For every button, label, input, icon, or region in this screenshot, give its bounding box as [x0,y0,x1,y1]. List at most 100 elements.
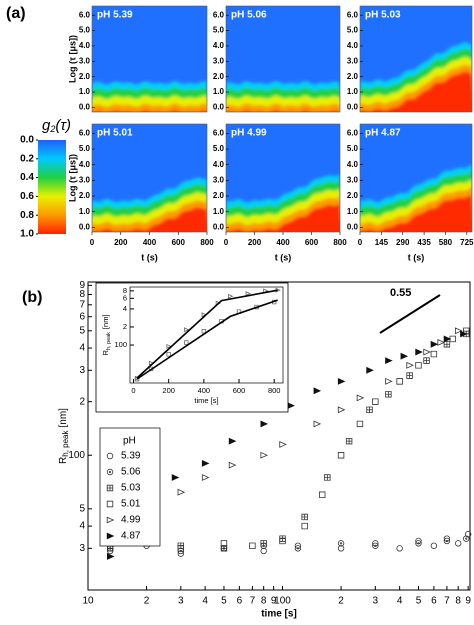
heatmap-field [92,81,207,112]
x-tick-label: 7 [444,596,450,607]
heatmap-title: pH 4.99 [231,128,267,139]
y-axis-label-unit: [nm] [101,314,110,329]
x-tick-label: 8 [455,596,461,607]
x-tick-label: 600 [305,238,319,247]
marker [337,406,346,414]
y-tick-label: 2 [79,396,85,407]
x-tick-label: 8 [261,596,267,607]
heatmap-title: pH 5.06 [231,10,267,21]
marker [396,378,403,385]
x-tick-label: 6 [237,596,243,607]
heatmap-title: pH 5.03 [365,10,401,21]
colorbar-tick-label: 0.0 [20,135,34,146]
x-axis-label: t (s) [408,252,425,262]
marker [415,540,422,547]
x-tick-label: 4 [202,596,208,607]
x-tick-label: 0 [358,238,363,247]
marker [460,330,468,338]
colorbar [38,140,66,234]
x-tick-label: 0 [224,238,229,247]
marker [201,474,210,481]
marker [249,542,256,549]
y-tick-label: 0.0 [79,222,91,231]
y-tick-label: 1.0 [347,87,359,96]
y-tick-label: 2.0 [213,72,225,81]
heatmap-title: pH 5.39 [97,10,133,21]
y-tick-label: 5.0 [213,144,225,153]
y-tick-label: 5 [79,325,85,336]
marker [279,441,287,448]
y-tick-label: 5.0 [79,144,91,153]
heatmap [92,124,207,232]
marker [106,452,114,460]
y-tick-label: 6.0 [347,129,359,138]
y-tick-label: 4 [79,521,85,532]
marker [260,420,268,428]
x-axis-label: t (s) [275,252,292,262]
marker [356,394,365,402]
marker [313,387,322,395]
marker [294,542,302,549]
colorbar-tick-label: 0.6 [20,191,34,202]
y-tick-label: 1.0 [213,207,225,216]
y-tick-label: 2.0 [347,72,359,81]
y-tick-label: 5.0 [347,26,359,35]
x-axis-label: t (s) [141,252,158,262]
marker [406,372,413,379]
marker [301,522,308,530]
y-axis-label: Rh, peak[nm] [58,408,70,464]
marker [106,468,114,476]
marker [260,540,267,547]
y-tick-label: 0.0 [79,103,91,112]
y-tick-label: 0.0 [213,222,225,231]
x-tick-label: 100 [274,596,291,607]
y-axis-label: Log (τ [μs]) [67,35,77,83]
colorbar-title: g2(τ) [42,117,71,134]
y-tick-label: 0.0 [347,103,359,112]
marker [423,357,430,364]
x-tick-label: 200 [162,386,175,395]
x-tick-label: 145 [375,238,389,247]
marker [385,357,393,365]
marker [430,350,438,358]
heatmap [226,6,340,112]
x-tick-label: 2 [144,596,150,607]
marker [463,535,470,542]
x-tick-label: 3 [178,596,184,607]
y-tick-label: 0.0 [347,222,359,231]
y-tick-label: 5.0 [213,26,225,35]
x-tick-label: 290 [396,238,410,247]
y-tick-label: 4 [79,343,85,354]
y-tick-label: 6.0 [213,10,225,19]
marker [454,540,462,547]
heatmap [360,6,472,112]
marker [260,547,267,555]
y-tick-label: 3.0 [213,175,225,184]
x-tick-label: 600 [172,238,186,247]
y-tick-label: 4 [123,304,127,313]
marker [313,420,322,428]
heatmap [226,124,340,232]
x-tick-label: 400 [276,238,290,247]
heatmap-frame [225,5,341,113]
marker [260,451,268,459]
y-tick-label: 4.0 [79,160,91,169]
slope-line [379,294,441,334]
marker [184,327,190,333]
marker [228,461,237,469]
y-tick-label: 5 [79,503,85,514]
legend-label: 5.39 [121,451,141,462]
marker [279,535,286,542]
marker [372,542,379,549]
marker [366,406,373,413]
x-tick-label: 200 [114,238,128,247]
legend-label: 5.03 [121,483,141,494]
heatmap-field [92,177,207,232]
panel-label: (a) [6,5,26,22]
heatmap-field [360,164,472,232]
marker [415,348,423,356]
y-tick-label: 2 [123,322,127,331]
marker [319,491,326,498]
